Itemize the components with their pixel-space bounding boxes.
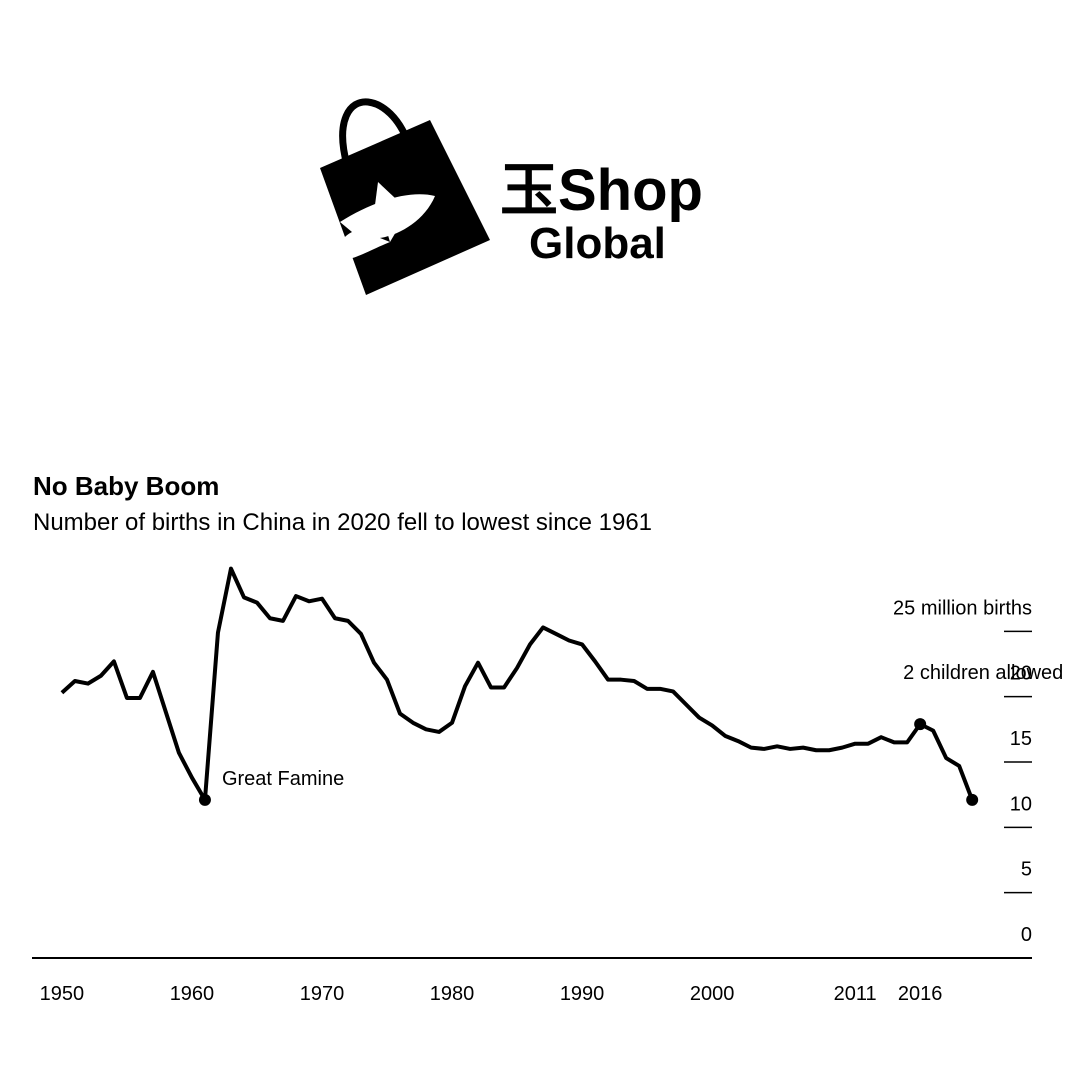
marker-dot: [914, 718, 927, 731]
x-tick-label: 2011: [834, 983, 877, 1005]
line: [60, 566, 975, 802]
annotation: Great Famine: [222, 768, 344, 790]
y-tick-label: 25 million births: [893, 597, 1032, 619]
annotation: 2 children allowed: [903, 662, 1063, 684]
y-tick-label: 0: [1021, 924, 1032, 946]
y-tick-label: 5: [1021, 859, 1032, 881]
y-tick-label: 20: [1010, 663, 1032, 685]
x-tick-label: 1990: [560, 983, 605, 1005]
rocket-fin: [375, 182, 395, 205]
rocket-fin: [385, 225, 400, 242]
bag-handle: [339, 98, 409, 166]
x-tick-label: 2016: [898, 983, 943, 1005]
x-tick-label: 1970: [300, 983, 345, 1005]
marker-dot: [198, 793, 211, 806]
marker-dot: [966, 793, 979, 806]
x-tick-label: 2000: [690, 983, 735, 1005]
x-tick-label: 1950: [40, 983, 85, 1005]
y-tick-label: 10: [1010, 793, 1032, 815]
chart-subtitle: Number of births in China in 2020 fell t…: [33, 509, 652, 536]
y-tick-label: 15: [1010, 728, 1032, 750]
chart-title: No Baby Boom: [33, 471, 219, 501]
logo-line1: 玉Shop: [500, 158, 703, 223]
logo: 玉Shop Global: [320, 98, 703, 295]
x-tick-label: 1980: [430, 983, 475, 1005]
x-tick-label: 1960: [170, 983, 215, 1005]
logo-line2: Global: [529, 219, 666, 268]
